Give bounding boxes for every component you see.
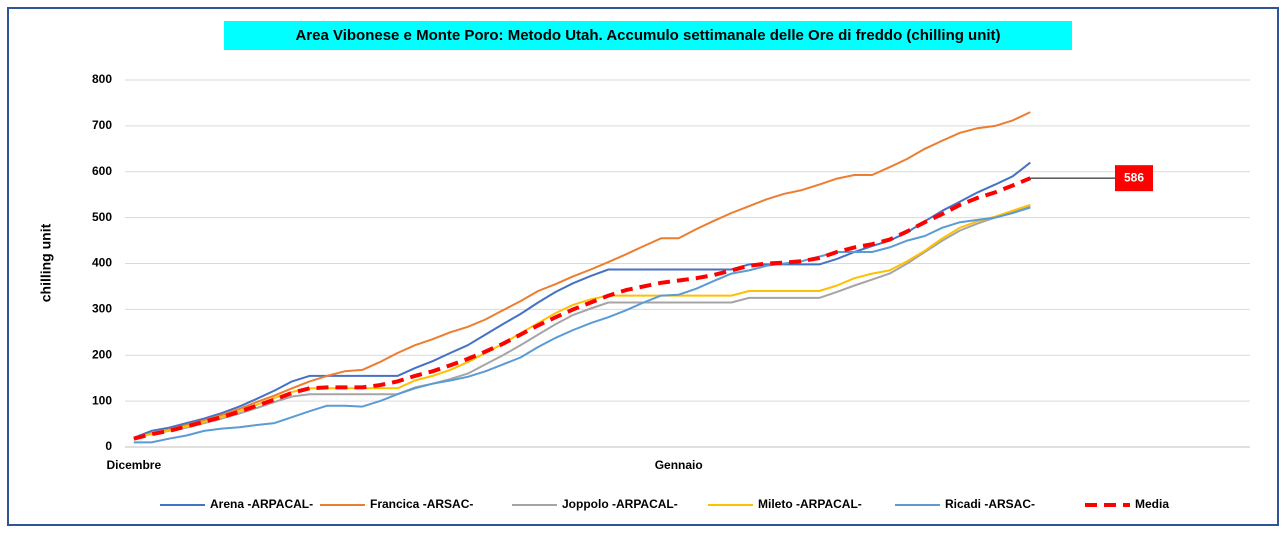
series-line (133, 206, 1031, 444)
x-tick-label: Dicembre (106, 458, 161, 472)
chart-border (7, 7, 1279, 526)
y-axis-label: chilling unit (38, 223, 54, 302)
legend-label: Joppolo -ARPACAL- (562, 497, 678, 511)
chart-title: Area Vibonese e Monte Poro: Metodo Utah.… (295, 27, 1000, 44)
y-tick-label: 800 (92, 72, 112, 86)
legend-label: Media (1135, 497, 1169, 511)
x-tick-label: Gennaio (655, 458, 703, 472)
y-tick-label: 700 (92, 118, 112, 132)
y-tick-label: 0 (105, 439, 112, 453)
legend-label: Arena -ARPACAL- (210, 497, 313, 511)
y-tick-label: 300 (92, 302, 112, 316)
y-tick-label: 600 (92, 164, 112, 178)
legend-label: Francica -ARSAC- (370, 497, 473, 511)
legend-label: Mileto -ARPACAL- (758, 497, 862, 511)
y-tick-label: 100 (92, 393, 112, 407)
series-line (133, 205, 1031, 439)
series-line (133, 111, 1031, 439)
series-line (133, 176, 1032, 441)
series-line (133, 161, 1031, 439)
y-tick-label: 200 (92, 347, 112, 361)
data-label: 586 (1124, 170, 1144, 184)
title-box (224, 21, 1072, 50)
legend-label: Ricadi -ARSAC- (945, 497, 1035, 511)
y-tick-label: 400 (92, 256, 112, 270)
data-label-box (1115, 165, 1153, 192)
y-tick-label: 500 (92, 210, 112, 224)
